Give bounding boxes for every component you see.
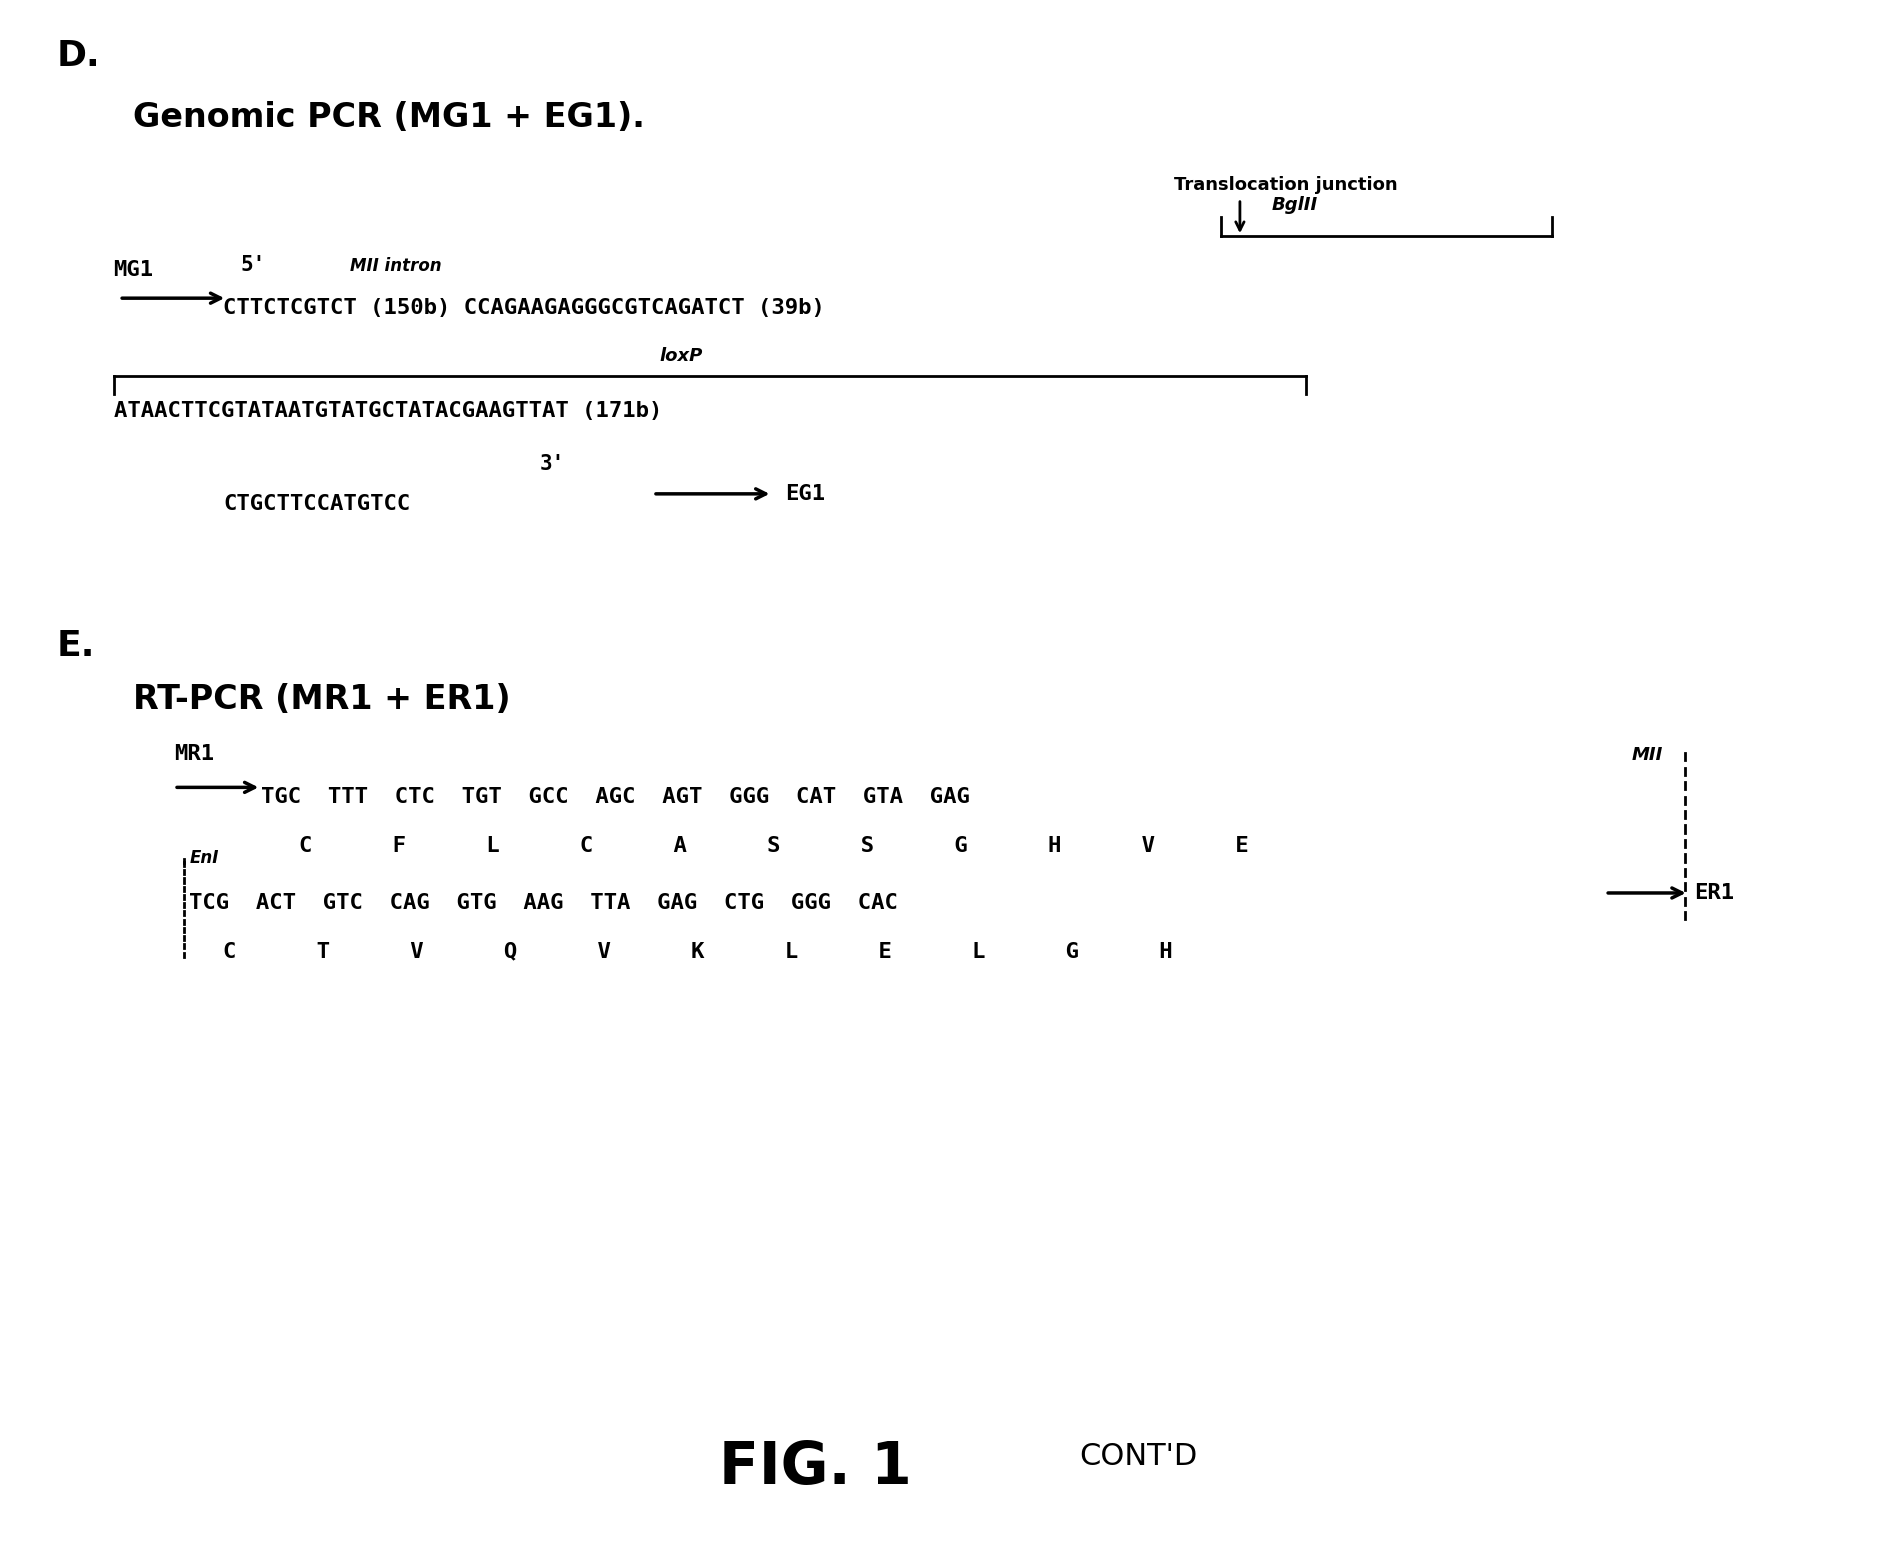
Text: MG1: MG1 xyxy=(114,259,153,280)
Text: TCG  ACT  GTC  CAG  GTG  AAG  TTA  GAG  CTG  GGG  CAC: TCG ACT GTC CAG GTG AAG TTA GAG CTG GGG … xyxy=(189,893,897,913)
Text: 3': 3' xyxy=(540,453,564,474)
Text: BglII: BglII xyxy=(1272,196,1318,214)
Text: TGC  TTT  CTC  TGT  GCC  AGC  AGT  GGG  CAT  GTA  GAG: TGC TTT CTC TGT GCC AGC AGT GGG CAT GTA … xyxy=(261,787,969,808)
Text: D.: D. xyxy=(57,39,100,73)
Text: EnI: EnI xyxy=(189,848,220,867)
Text: loxP: loxP xyxy=(661,346,702,365)
Text: C      T      V      Q      V      K      L      E      L      G      H: C T V Q V K L E L G H xyxy=(223,941,1174,961)
Text: C      F      L      C      A      S      S      G      H      V      E: C F L C A S S G H V E xyxy=(299,836,1249,856)
Text: FIG. 1: FIG. 1 xyxy=(719,1440,912,1496)
Text: E.: E. xyxy=(57,629,95,663)
Text: CONT'D: CONT'D xyxy=(1079,1443,1196,1471)
Text: RT-PCR (MR1 + ER1): RT-PCR (MR1 + ER1) xyxy=(133,683,509,716)
Text: CTGCTTCCATGTCC: CTGCTTCCATGTCC xyxy=(223,494,411,514)
Text: Translocation junction: Translocation junction xyxy=(1174,175,1397,194)
Text: ATAACTTCGTATAATGTATGCTATACGAAGTTAT (171b): ATAACTTCGTATAATGTATGCTATACGAAGTTAT (171b… xyxy=(114,401,663,421)
Text: 5': 5' xyxy=(240,255,265,275)
Text: CTTCTCGTCT (150b) CCAGAAGAGGGCGTCAGATCT (39b): CTTCTCGTCT (150b) CCAGAAGAGGGCGTCAGATCT … xyxy=(223,298,825,318)
Text: MR1: MR1 xyxy=(174,744,214,764)
Text: MII: MII xyxy=(1632,745,1664,764)
Text: Genomic PCR (MG1 + EG1).: Genomic PCR (MG1 + EG1). xyxy=(133,101,644,134)
Text: MII intron: MII intron xyxy=(350,256,441,275)
Text: ER1: ER1 xyxy=(1694,884,1734,902)
Text: EG1: EG1 xyxy=(786,485,825,503)
